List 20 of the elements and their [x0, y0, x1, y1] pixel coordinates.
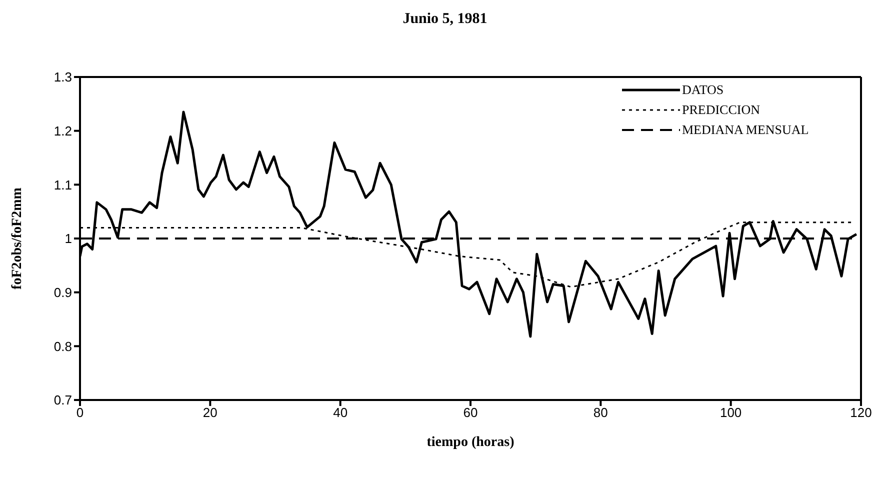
legend-label: MEDIANA MENSUAL	[682, 122, 809, 138]
y-tick-label: 1.1	[54, 177, 72, 192]
y-tick-label: 1.3	[54, 70, 72, 85]
chart-title: Junio 5, 1981	[402, 10, 488, 29]
legend-label: DATOS	[682, 82, 724, 98]
y-tick-label: 1	[64, 231, 72, 246]
y-tick-label: 1.2	[54, 123, 72, 138]
y-tick-label: 0.8	[54, 338, 72, 354]
x-tick-label: 40	[333, 405, 348, 420]
y-axis-title: foF2obs/foF2mm	[10, 187, 25, 290]
x-tick-label: 60	[463, 405, 478, 420]
x-axis-title: tiempo (horas)	[426, 435, 515, 450]
y-tick-label: 0.9	[54, 284, 72, 300]
x-tick-label: 0	[76, 405, 84, 420]
legend-label: PREDICCION	[682, 102, 760, 118]
y-tick-label: 0.7	[54, 392, 72, 408]
x-tick-label: 120	[850, 405, 872, 420]
x-tick-label: 20	[202, 405, 218, 420]
x-tick-label: 80	[593, 405, 608, 420]
x-tick-label: 100	[720, 405, 742, 420]
